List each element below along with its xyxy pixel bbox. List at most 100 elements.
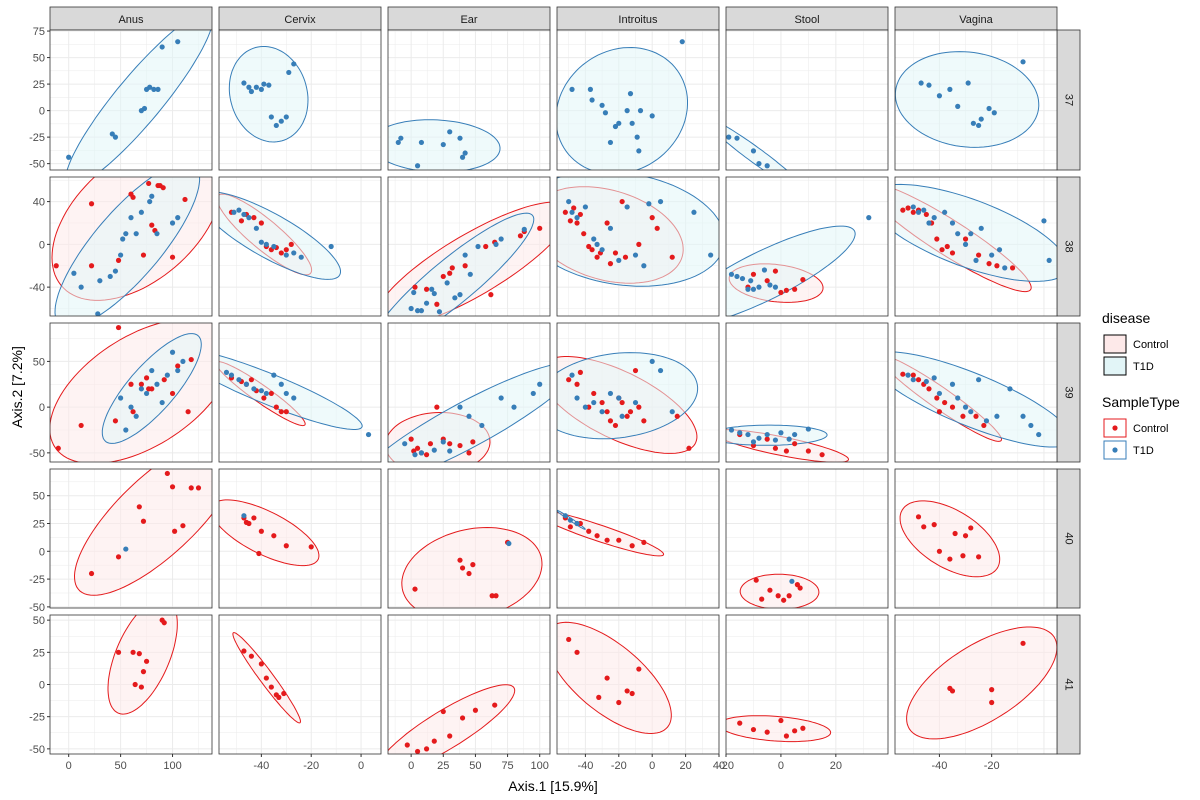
point-control xyxy=(88,570,95,577)
point-control xyxy=(636,241,642,247)
point-t1d xyxy=(243,381,250,387)
point-t1d xyxy=(228,372,235,378)
point-t1d xyxy=(634,134,640,140)
point-t1d xyxy=(283,114,289,120)
point-control xyxy=(130,409,136,415)
point-control xyxy=(273,404,279,410)
point-control xyxy=(931,522,937,528)
point-control xyxy=(447,270,453,276)
point-control xyxy=(562,209,568,215)
point-control xyxy=(607,261,614,267)
y-tick-label: -25 xyxy=(29,132,45,144)
point-t1d xyxy=(728,427,735,433)
point-control xyxy=(764,436,770,442)
point-t1d xyxy=(726,134,732,140)
panel-41-ear: 0 25 50 75 100 xyxy=(387,614,551,772)
point-t1d xyxy=(298,254,304,260)
point-control xyxy=(962,236,969,242)
point-t1d xyxy=(123,546,129,552)
point-control xyxy=(764,729,770,735)
point-control xyxy=(1020,640,1026,646)
point-control xyxy=(566,636,572,643)
ellipse-control xyxy=(557,512,665,557)
point-t1d xyxy=(241,80,247,86)
point-control xyxy=(577,369,583,375)
point-control xyxy=(238,218,245,224)
point-control xyxy=(188,485,194,491)
point-t1d xyxy=(905,372,911,378)
point-t1d xyxy=(128,404,134,410)
point-control xyxy=(566,377,572,383)
panel-41-introitus: -40 -20 0 20 40 xyxy=(556,614,725,772)
panel-border xyxy=(387,614,551,755)
point-t1d xyxy=(530,390,536,397)
point-t1d xyxy=(691,209,697,215)
point-control xyxy=(188,356,194,363)
panel-39-introitus xyxy=(556,322,720,463)
panel-border xyxy=(725,468,889,609)
point-t1d xyxy=(459,154,466,160)
point-control xyxy=(308,544,314,550)
point-t1d xyxy=(123,427,129,433)
panel-40-ear xyxy=(387,468,551,609)
panel-border xyxy=(725,29,889,171)
point-t1d xyxy=(923,378,929,385)
point-control xyxy=(616,537,622,543)
point-control xyxy=(622,254,629,260)
point-control xyxy=(986,261,992,267)
point-t1d xyxy=(248,88,254,95)
point-control xyxy=(246,520,252,527)
point-t1d xyxy=(154,381,160,387)
point-control xyxy=(161,377,167,383)
point-t1d xyxy=(910,377,916,383)
panel-plot-area xyxy=(726,469,888,608)
point-t1d xyxy=(462,150,468,156)
point-control xyxy=(923,211,929,218)
point-t1d xyxy=(949,220,956,226)
point-t1d xyxy=(574,395,580,401)
panel-plot-area xyxy=(895,323,1057,462)
point-t1d xyxy=(78,284,84,290)
point-control xyxy=(786,593,792,599)
point-control xyxy=(574,649,580,655)
point-t1d xyxy=(365,431,372,438)
x-tick-label: 20 xyxy=(679,760,691,772)
panel-39-anus: -50 0 50 xyxy=(29,322,213,463)
point-t1d xyxy=(607,139,614,146)
point-t1d xyxy=(772,437,779,443)
point-control xyxy=(976,252,982,258)
point-control xyxy=(641,539,647,545)
point-t1d xyxy=(291,250,297,256)
point-control xyxy=(604,537,610,543)
y-tick-label: 50 xyxy=(33,356,45,368)
point-t1d xyxy=(562,513,568,519)
point-t1d xyxy=(1002,265,1008,271)
point-t1d xyxy=(637,108,644,114)
panel-plot-area xyxy=(50,615,212,754)
point-t1d xyxy=(440,141,446,148)
point-control xyxy=(258,528,264,534)
panel-37-introitus xyxy=(556,29,720,171)
point-t1d xyxy=(574,215,580,221)
point-control xyxy=(624,688,630,694)
point-t1d xyxy=(734,135,740,141)
point-t1d xyxy=(616,257,622,263)
panel-plot-area xyxy=(50,30,212,170)
point-control xyxy=(636,666,642,672)
y-tick-label: 40 xyxy=(33,197,45,209)
point-t1d xyxy=(475,243,481,250)
point-control xyxy=(942,399,948,406)
point-t1d xyxy=(915,209,922,215)
panel-border xyxy=(49,468,213,609)
y-tick-label: 0 xyxy=(39,546,45,558)
panel-plot-area xyxy=(388,615,550,754)
point-control xyxy=(143,658,150,664)
y-tick-label: 25 xyxy=(33,518,45,530)
point-control xyxy=(949,688,956,694)
point-control xyxy=(459,565,466,571)
point-control xyxy=(440,273,446,280)
point-t1d xyxy=(286,69,292,76)
panel-38-vagina xyxy=(894,176,1058,317)
panel-plot-area xyxy=(895,177,1057,316)
